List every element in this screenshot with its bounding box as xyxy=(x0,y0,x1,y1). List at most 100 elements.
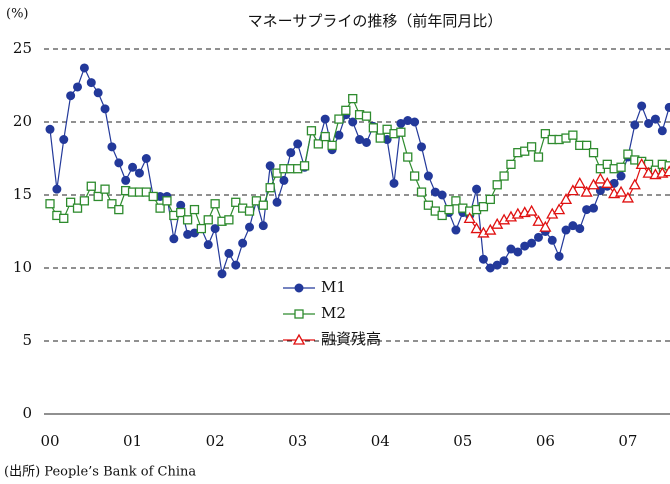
legend-label: 融資残高 xyxy=(321,330,381,348)
data-point xyxy=(554,251,564,261)
data-point xyxy=(203,240,213,250)
data-point xyxy=(561,225,571,235)
legend-marker xyxy=(294,283,304,293)
data-point xyxy=(348,93,358,104)
data-point xyxy=(540,129,551,139)
data-point xyxy=(664,102,670,112)
data-point xyxy=(66,91,76,101)
data-point xyxy=(581,140,592,151)
source-note: (出所) People’s Bank of China xyxy=(4,465,196,480)
x-tick-label: 06 xyxy=(536,432,555,450)
x-tick-label: 01 xyxy=(123,432,142,450)
data-point xyxy=(279,175,289,185)
data-point xyxy=(93,88,103,98)
data-point xyxy=(114,158,124,168)
data-point xyxy=(416,187,427,197)
data-point xyxy=(244,206,255,216)
data-point xyxy=(568,130,578,140)
data-point xyxy=(533,232,543,242)
data-point xyxy=(327,140,337,151)
x-tick-label: 04 xyxy=(371,432,390,450)
data-point xyxy=(107,142,117,152)
data-point xyxy=(162,196,172,206)
x-tick-label: 07 xyxy=(618,432,637,450)
data-point xyxy=(258,221,268,231)
data-point xyxy=(506,159,516,169)
y-tick-label: 5 xyxy=(22,331,32,349)
data-point xyxy=(635,158,648,169)
data-point xyxy=(52,184,62,194)
data-point xyxy=(45,124,55,134)
data-point xyxy=(525,204,538,216)
data-point xyxy=(306,126,317,136)
data-point xyxy=(616,162,626,172)
data-point xyxy=(589,203,599,213)
data-point xyxy=(210,224,220,234)
data-point xyxy=(361,111,372,121)
data-point xyxy=(155,203,165,213)
x-tick-label: 05 xyxy=(453,432,472,450)
data-point xyxy=(121,175,131,185)
data-point xyxy=(375,133,385,143)
x-tick-label: 00 xyxy=(40,432,59,450)
data-point xyxy=(134,168,144,178)
data-point xyxy=(650,114,660,124)
data-point xyxy=(217,269,227,279)
data-point xyxy=(559,193,573,205)
legend-label: M2 xyxy=(321,304,346,322)
data-point xyxy=(93,191,103,202)
data-point xyxy=(258,200,268,210)
data-point xyxy=(437,210,447,221)
y-tick-label: 25 xyxy=(13,39,32,57)
data-point xyxy=(231,197,241,207)
data-point xyxy=(628,178,641,190)
data-point xyxy=(189,204,200,215)
data-point xyxy=(86,181,96,191)
data-point xyxy=(587,178,600,190)
data-point xyxy=(100,104,110,114)
data-point xyxy=(203,215,213,225)
data-point xyxy=(588,148,599,158)
data-point xyxy=(334,114,344,124)
data-point xyxy=(148,191,158,202)
data-point xyxy=(65,197,76,207)
data-point xyxy=(492,180,502,190)
data-point xyxy=(86,78,96,88)
data-point xyxy=(527,238,537,248)
data-point xyxy=(45,199,55,209)
data-point xyxy=(642,166,655,178)
data-point xyxy=(100,184,110,194)
data-point xyxy=(423,200,434,210)
data-point xyxy=(566,184,579,196)
data-point xyxy=(389,178,399,188)
data-point xyxy=(485,194,495,205)
data-point xyxy=(410,117,420,127)
data-point xyxy=(614,185,628,197)
data-point xyxy=(573,176,586,188)
data-point xyxy=(176,207,186,218)
data-point xyxy=(451,225,461,235)
data-point xyxy=(361,137,371,147)
data-point xyxy=(79,196,90,206)
data-point xyxy=(547,235,557,245)
data-point xyxy=(499,171,509,181)
data-point xyxy=(224,248,234,258)
legend-marker xyxy=(294,309,304,319)
data-point xyxy=(293,139,303,149)
data-point xyxy=(334,130,344,140)
y-tick-label: 10 xyxy=(13,258,32,276)
data-point xyxy=(114,204,124,215)
data-point xyxy=(320,131,330,142)
data-point xyxy=(657,126,667,136)
data-point xyxy=(484,223,497,235)
data-point xyxy=(437,190,447,200)
data-point xyxy=(128,162,138,172)
chart-title: マネーサプライの推移（前年同月比） xyxy=(248,12,503,30)
data-point xyxy=(417,142,427,152)
data-point xyxy=(451,196,461,206)
data-point xyxy=(368,123,379,133)
data-point xyxy=(59,135,69,145)
data-point xyxy=(539,220,552,232)
data-point xyxy=(630,120,640,130)
data-point xyxy=(580,185,593,197)
